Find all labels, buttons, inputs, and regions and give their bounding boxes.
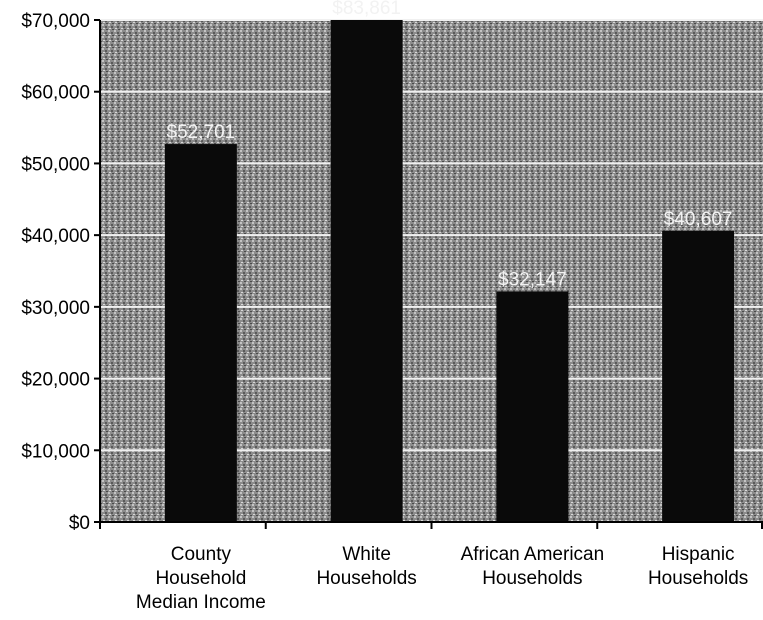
- y-tick-label: $10,000: [21, 441, 90, 462]
- bar: [330, 20, 403, 522]
- x-category-label-line: Households: [482, 568, 582, 589]
- y-tick-label: $60,000: [21, 83, 90, 104]
- y-tick-label: $0: [69, 513, 90, 534]
- data-label: $83,861: [332, 0, 401, 19]
- y-axis-ticks: $0 $10,000 $20,000 $30,000 $40,000 $50,000 $60…: [21, 11, 100, 534]
- bar: [662, 230, 735, 522]
- x-category-label-line: Median Income: [136, 592, 266, 613]
- data-label: $52,701: [167, 122, 236, 143]
- x-category-label: Hispanic Households: [648, 544, 748, 589]
- x-category-label-line: Hispanic: [662, 544, 735, 565]
- y-tick-label: $20,000: [21, 370, 90, 391]
- bars: [164, 20, 735, 523]
- y-tick-label: $50,000: [21, 154, 90, 175]
- bar: [164, 144, 237, 523]
- x-category-label-line: Households: [316, 568, 416, 589]
- y-tick-label: $70,000: [21, 11, 90, 32]
- data-label: $32,147: [498, 269, 567, 290]
- x-category-label-line: White: [342, 544, 391, 565]
- bar: [496, 291, 569, 522]
- x-category-label: White Households: [316, 544, 416, 589]
- x-axis-labels: County Household Median Income White Househo…: [136, 544, 748, 613]
- x-category-label-line: Households: [648, 568, 748, 589]
- y-tick-label: $40,000: [21, 226, 90, 247]
- x-category-label: African American Households: [461, 544, 605, 589]
- x-category-label-line: African American: [461, 544, 605, 565]
- x-category-label-line: County: [171, 544, 232, 565]
- data-labels: $52,701 $83,861 $32,147 $40,607: [167, 0, 733, 290]
- axes: [99, 20, 763, 529]
- y-tick-label: $30,000: [21, 298, 90, 319]
- data-label: $40,607: [664, 209, 733, 230]
- x-category-label-line: Household: [155, 568, 246, 589]
- x-category-label: County Household Median Income: [136, 544, 266, 613]
